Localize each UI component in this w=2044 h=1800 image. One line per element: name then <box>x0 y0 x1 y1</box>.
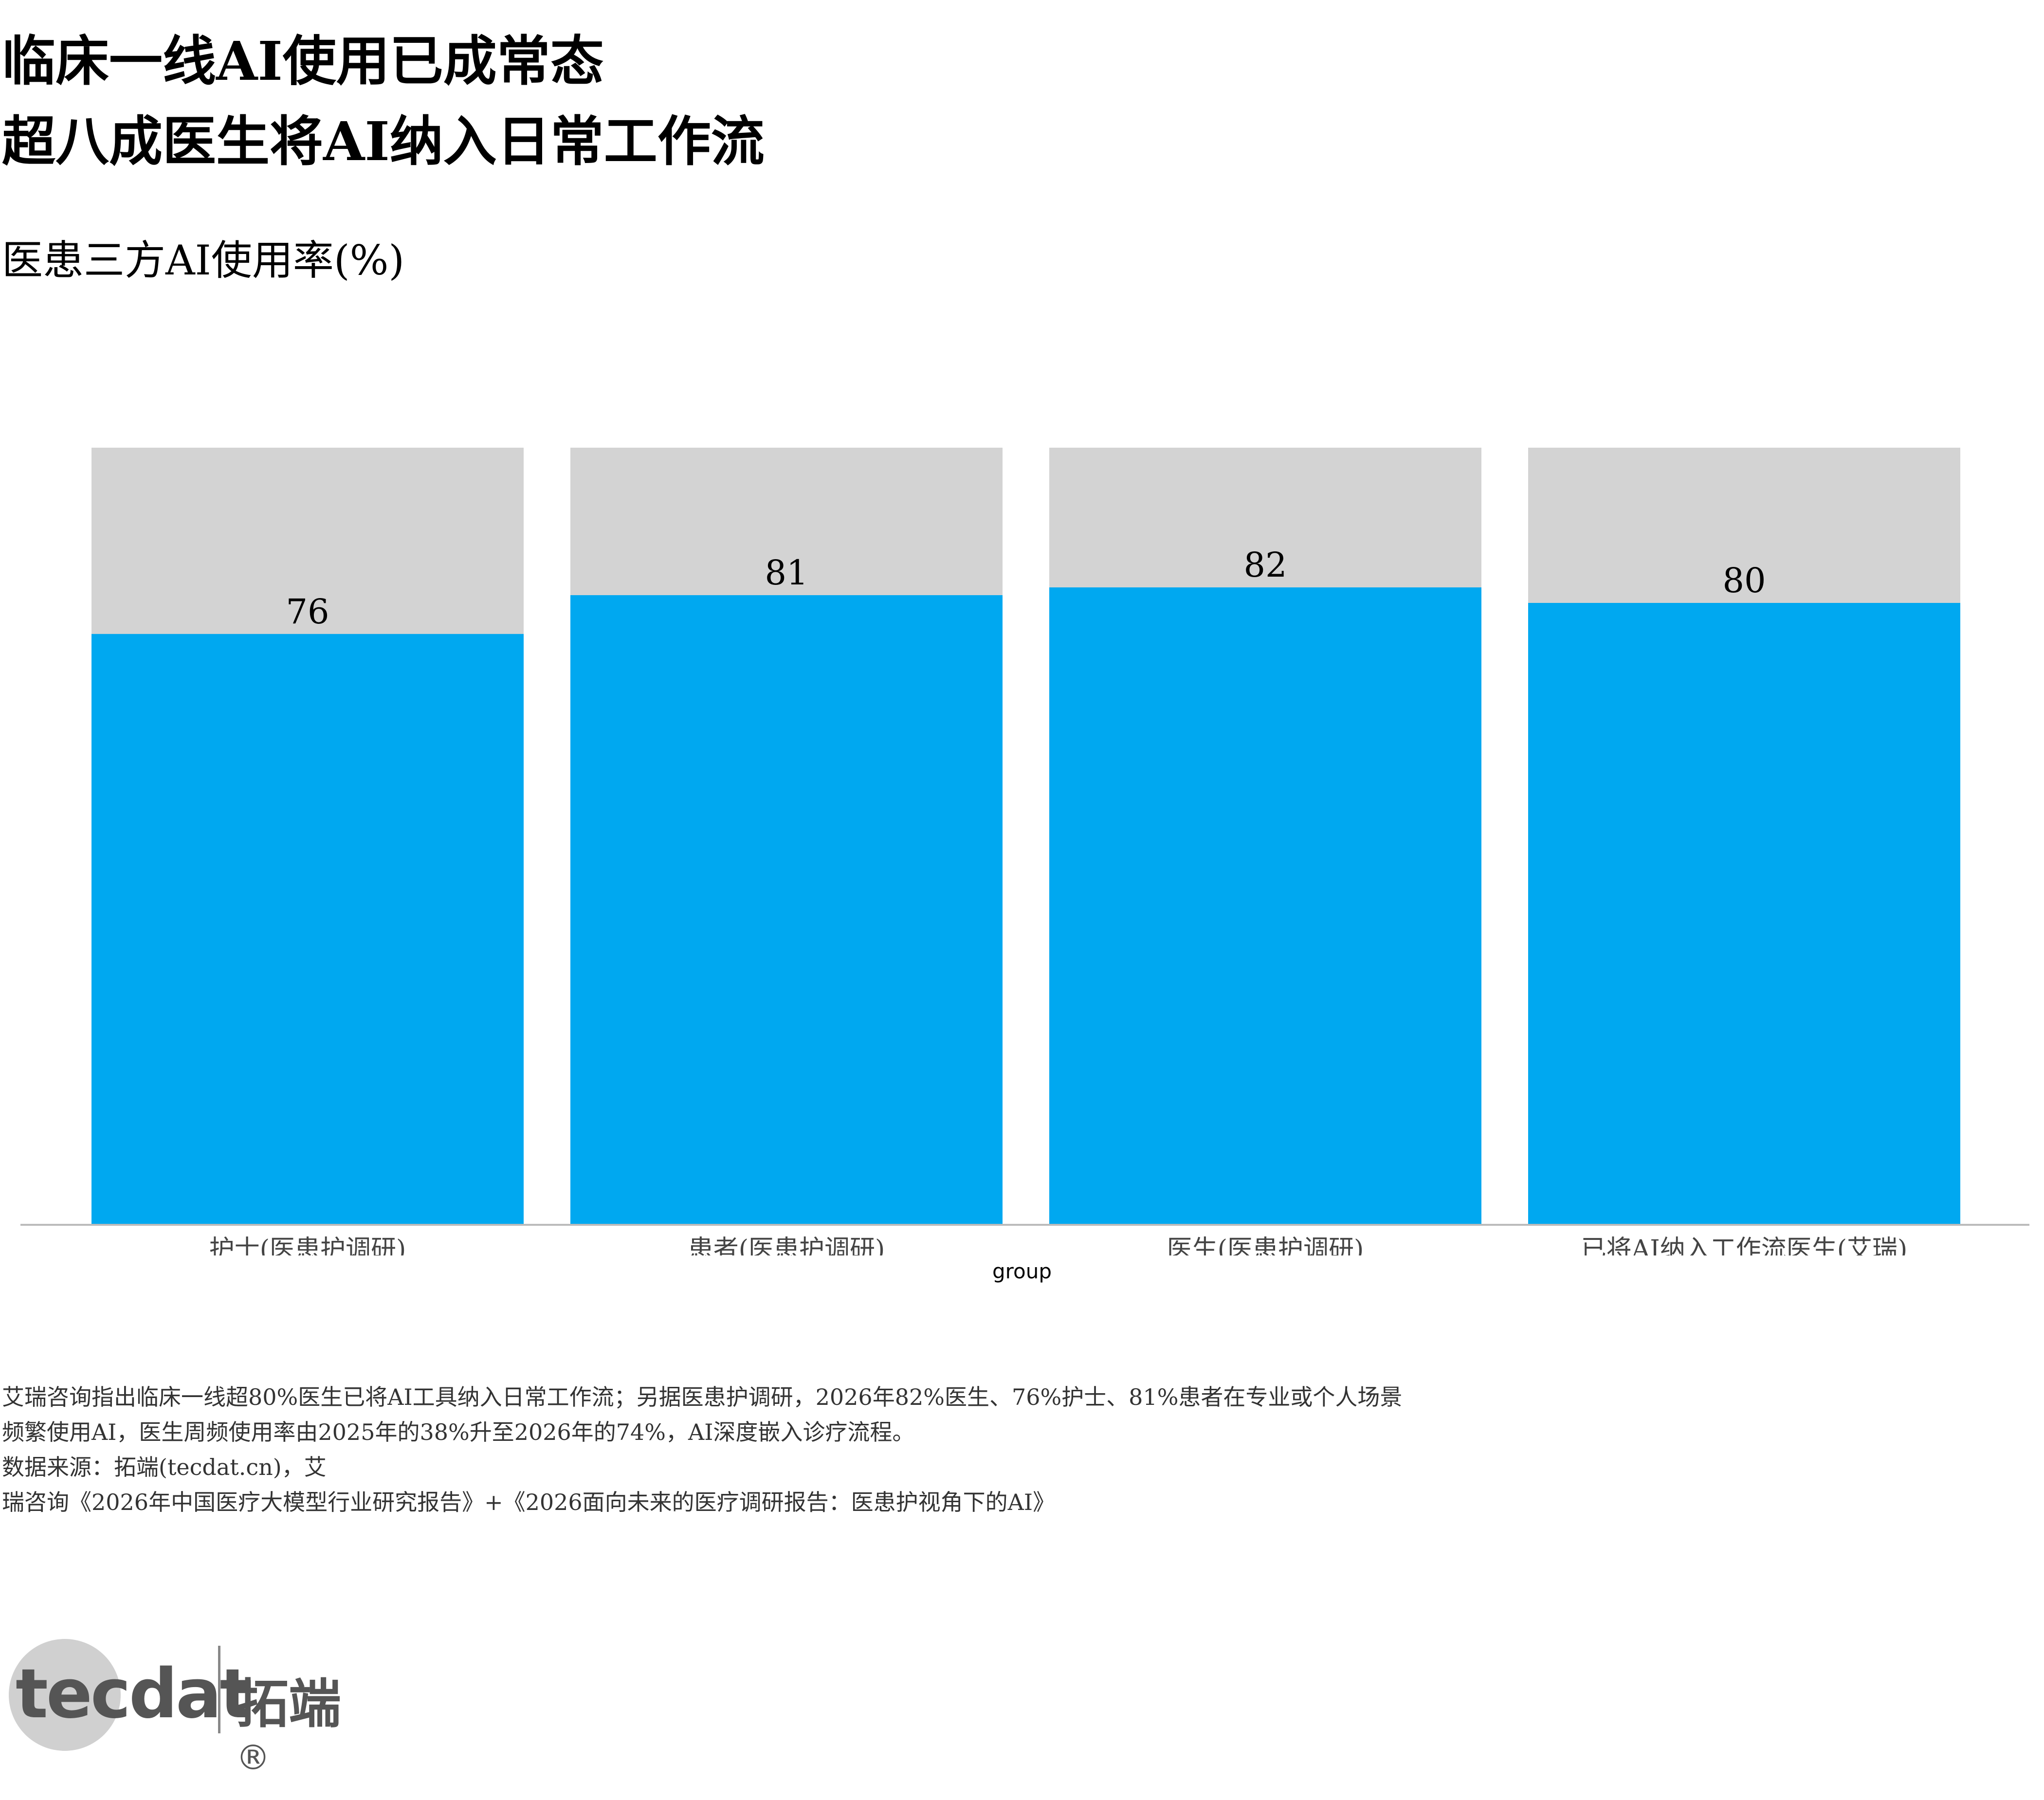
x-tick-label-4: 已将AI纳入工作流医生(艾瑞) <box>1581 1235 1908 1255</box>
data-label-1: 76 <box>286 592 329 632</box>
chart-subtitle: 医患三方AI使用率(%) <box>2 236 405 284</box>
data-label-2: 81 <box>765 553 808 593</box>
bar-chart: 76 护士(医患护调研) 81 患者(医患护调研) 82 医生(医患护调研) 80 已将AI纳… <box>20 448 2029 1255</box>
note-line-1: 艾瑞咨询指出临床一线超80%医生已将AI工具纳入日常工作流；另据医患护调研，20… <box>2 1384 1403 1410</box>
note-line-2: 频繁使用AI，医生周频使用率由2025年的38%升至2026年的74%，AI深度… <box>2 1419 915 1445</box>
bar-1 <box>91 634 524 1224</box>
logo-wordmark: tecdat <box>16 1655 252 1734</box>
x-axis-title: group <box>992 1259 1052 1283</box>
bar-2 <box>570 595 1003 1224</box>
logo-chinese-name: 拓端® <box>236 1662 375 1800</box>
chart-notes: 艾瑞咨询指出临床一线超80%医生已将AI工具纳入日常工作流；另据医患护调研，20… <box>2 1380 1559 1520</box>
chart-title-line-2: 超八成医生将AI纳入日常工作流 <box>2 110 765 173</box>
data-label-4: 80 <box>1722 561 1766 600</box>
bar-3 <box>1049 587 1481 1224</box>
chart-title-line-1: 临床一线AI使用已成常态 <box>2 30 604 92</box>
data-label-3: 82 <box>1243 545 1287 585</box>
logo-cn-text: 拓端 <box>236 1674 342 1735</box>
bar-4 <box>1528 603 1960 1224</box>
registered-mark: ® <box>236 1738 270 1778</box>
logo-circle <box>9 1639 121 1751</box>
tecdat-logo: tecdat 拓端® <box>5 1635 375 1778</box>
source-line-1: 数据来源：拓端(tecdat.cn)，艾 <box>2 1454 327 1480</box>
source-line-2: 瑞咨询《2026年中国医疗大模型行业研究报告》+《2026面向未来的医疗调研报告… <box>2 1489 1056 1515</box>
logo-divider <box>218 1646 220 1733</box>
x-tick-label-3: 医生(医患护调研) <box>1167 1235 1364 1255</box>
x-tick-label-2: 患者(医患护调研) <box>688 1235 885 1255</box>
x-tick-label-1: 护士(医患护调研) <box>209 1235 406 1255</box>
